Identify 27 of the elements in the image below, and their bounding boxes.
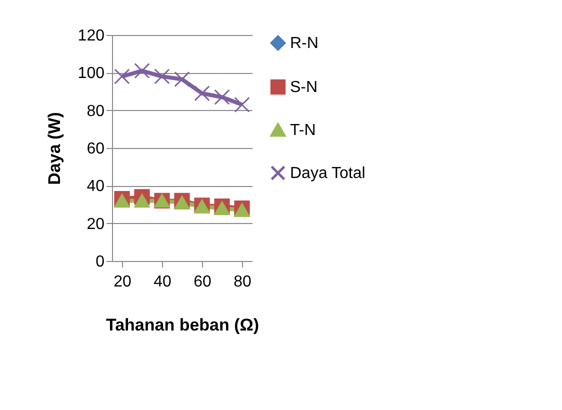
x-tick-label: 20 [114,274,132,290]
point [174,71,190,88]
point [174,196,190,210]
x-tick-label: 60 [194,274,212,290]
point [134,62,150,79]
point [154,68,170,84]
x-axis-title: Tahanan beban (Ω) [106,316,260,334]
y-tick-label: 100 [78,65,105,82]
point [114,68,130,84]
y-tick-label: 20 [86,216,105,233]
y-tick-label: 0 [96,254,105,270]
point [234,96,250,113]
point [234,203,250,218]
point [214,89,230,105]
x-tick-label: 80 [234,274,252,290]
y-tick-label: 120 [78,28,105,44]
legend-label: S-N [290,79,318,96]
y-tick-label: 80 [86,102,105,120]
point [134,194,150,208]
legend-label: T-N [290,122,316,139]
y-tick-label: 40 [86,178,105,196]
legend-label: R-N [290,35,318,52]
legend-label: Daya Total [290,165,366,182]
y-tick-label: 60 [86,140,105,158]
x-tick-label: 40 [154,274,172,290]
point [194,86,210,102]
y-axis-title: Daya (W) [44,112,64,185]
